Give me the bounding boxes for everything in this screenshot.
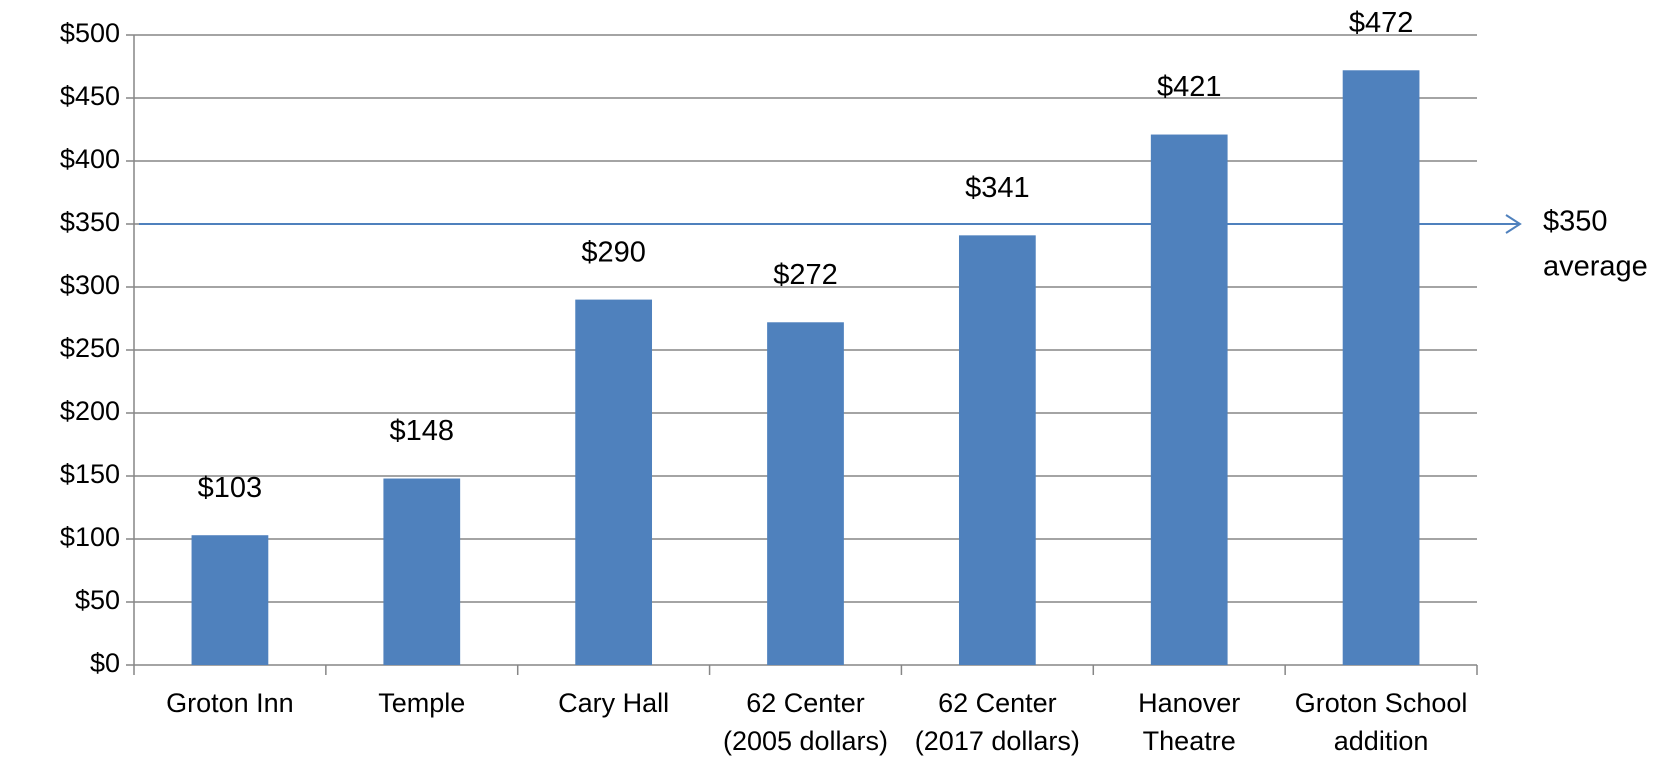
bar xyxy=(191,535,269,665)
x-tick-label: addition xyxy=(1334,726,1429,756)
y-tick-label: $150 xyxy=(60,459,120,489)
y-tick-label: $500 xyxy=(60,18,120,48)
bar xyxy=(383,478,461,665)
x-tick-label: 62 Center xyxy=(746,688,865,718)
bar xyxy=(1150,134,1228,666)
x-tick-label: 62 Center xyxy=(938,688,1057,718)
data-label: $103 xyxy=(198,472,263,504)
y-tick-label: $450 xyxy=(60,81,120,111)
x-tick-label: Groton Inn xyxy=(166,688,294,718)
bar xyxy=(1342,70,1420,665)
bar xyxy=(575,299,653,665)
average-arrowhead xyxy=(1505,214,1522,234)
x-tick-label: Cary Hall xyxy=(558,688,669,718)
average-label: $350 xyxy=(1543,206,1608,238)
x-tick-label: Groton School xyxy=(1295,688,1468,718)
bar xyxy=(767,322,844,665)
x-tick-label: (2005 dollars) xyxy=(723,726,888,756)
x-tick-label: (2017 dollars) xyxy=(915,726,1080,756)
y-tick-label: $400 xyxy=(60,144,120,174)
data-label: $341 xyxy=(965,172,1030,204)
y-tick-label: $300 xyxy=(60,270,120,300)
average-text: average xyxy=(1543,251,1648,283)
data-label: $148 xyxy=(390,415,455,447)
y-tick-label: $0 xyxy=(90,648,120,678)
x-tick-label: Hanover xyxy=(1138,688,1240,718)
data-label: $272 xyxy=(773,259,838,291)
y-tick-label: $100 xyxy=(60,522,120,552)
x-tick-label: Theatre xyxy=(1143,726,1236,756)
y-tick-label: $200 xyxy=(60,396,120,426)
y-tick-label: $50 xyxy=(75,585,120,615)
data-label: $421 xyxy=(1157,71,1222,103)
data-label: $472 xyxy=(1349,7,1414,39)
bar xyxy=(958,235,1036,665)
y-tick-label: $350 xyxy=(60,207,120,237)
x-tick-label: Temple xyxy=(378,688,465,718)
data-label: $290 xyxy=(581,236,646,268)
y-tick-label: $250 xyxy=(60,333,120,363)
